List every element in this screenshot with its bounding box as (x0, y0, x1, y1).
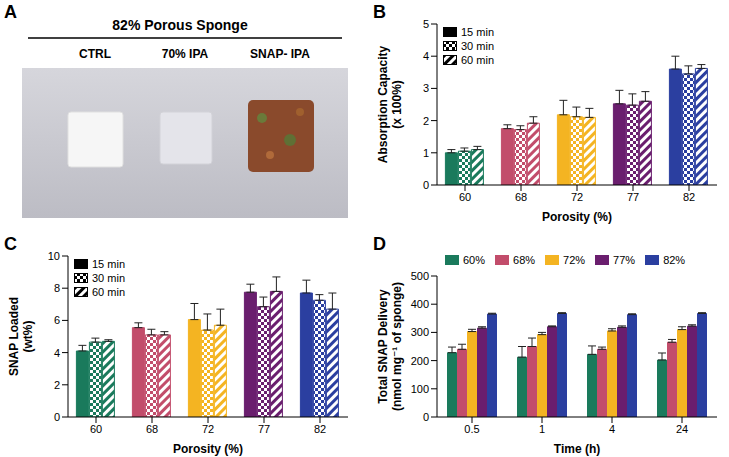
svg-text:3: 3 (423, 82, 429, 94)
html-text:60 min: 60 min (92, 286, 125, 298)
svg-text:0: 0 (54, 411, 60, 423)
svg-text:Porosity (%): Porosity (%) (542, 210, 612, 224)
svg-text:2: 2 (54, 379, 60, 391)
svg-text:4: 4 (609, 423, 615, 435)
html-text:60%: 60% (463, 254, 485, 266)
svg-text:82: 82 (314, 423, 326, 435)
html-text:C: C (4, 234, 17, 254)
svg-text:SNAP- IPA: SNAP- IPA (250, 47, 310, 61)
html-text:68%: 68% (513, 254, 536, 266)
svg-text:0: 0 (423, 179, 429, 191)
html-text:77%: 77% (613, 254, 636, 266)
svg-text:82: 82 (683, 191, 695, 203)
html-text:B: B (373, 2, 386, 22)
svg-text:6: 6 (54, 314, 60, 326)
svg-text:68: 68 (515, 191, 527, 203)
svg-text:Total SNAP Delivery(nmol mg⁻¹: Total SNAP Delivery(nmol mg⁻¹ of sponge) (376, 282, 404, 411)
svg-text:8: 8 (54, 282, 60, 294)
html-text:A: A (4, 2, 17, 22)
html-text:D: D (373, 234, 386, 254)
html-text:72%: 72% (563, 254, 586, 266)
svg-text:Time (h): Time (h) (554, 442, 600, 456)
svg-text:77: 77 (627, 191, 639, 203)
svg-text:100: 100 (411, 383, 429, 395)
svg-text:82% Porous Sponge: 82% Porous Sponge (112, 17, 248, 33)
html-text:82%: 82% (663, 254, 686, 266)
svg-text:200: 200 (411, 355, 429, 367)
svg-text:1: 1 (423, 147, 429, 159)
svg-text:Porosity (%): Porosity (%) (173, 442, 243, 456)
svg-text:1: 1 (539, 423, 545, 435)
svg-text:400: 400 (411, 298, 429, 310)
svg-text:60: 60 (90, 423, 102, 435)
svg-text:0: 0 (423, 411, 429, 423)
svg-text:Absorption Capacity(x 100%): Absorption Capacity(x 100%) (376, 46, 404, 164)
svg-text:24: 24 (676, 423, 688, 435)
svg-text:CTRL: CTRL (79, 47, 111, 61)
svg-text:5: 5 (423, 18, 429, 30)
svg-text:10: 10 (48, 250, 60, 262)
svg-text:68: 68 (146, 423, 158, 435)
svg-text:2: 2 (423, 115, 429, 127)
svg-text:0.5: 0.5 (464, 423, 479, 435)
svg-text:4: 4 (54, 347, 60, 359)
svg-text:70% IPA: 70% IPA (162, 47, 209, 61)
svg-text:72: 72 (571, 191, 583, 203)
svg-text:72: 72 (202, 423, 214, 435)
html-text:30 min: 30 min (92, 272, 125, 284)
svg-text:500: 500 (411, 270, 429, 282)
html-text:15 min: 15 min (92, 258, 125, 270)
svg-text:77: 77 (258, 423, 270, 435)
html-text:15 min: 15 min (461, 26, 494, 38)
svg-text:60: 60 (459, 191, 471, 203)
html-text:60 min: 60 min (461, 54, 494, 66)
svg-text:SNAP Loaded(wt%): SNAP Loaded(wt%) (7, 297, 35, 376)
svg-text:300: 300 (411, 326, 429, 338)
svg-text:4: 4 (423, 50, 429, 62)
html-text:30 min: 30 min (461, 40, 494, 52)
